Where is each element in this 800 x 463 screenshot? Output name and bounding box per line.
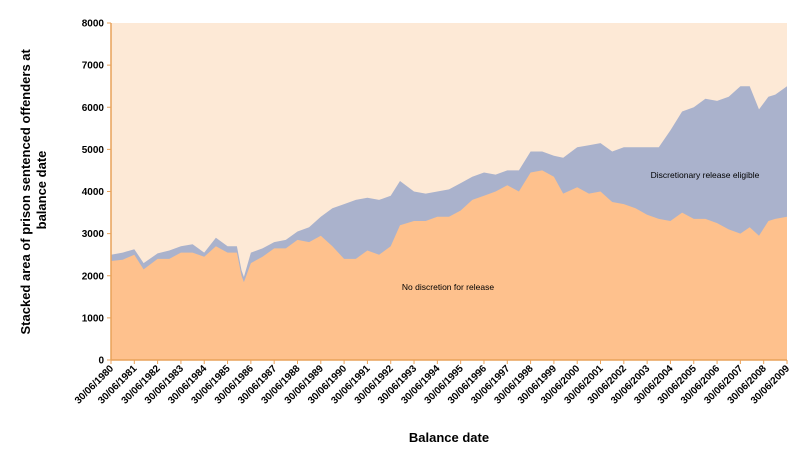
annotation-no-discretion: No discretion for release [402, 282, 494, 292]
y-tick-label: 5000 [82, 145, 105, 156]
y-tick-label: 7000 [82, 61, 105, 72]
y-tick-label: 0 [98, 356, 104, 367]
y-tick-label: 6000 [82, 103, 105, 114]
y-axis-title: Stacked area of prison sentenced offende… [18, 46, 49, 335]
y-axis: 0 1000 2000 3000 4000 5000 6000 7000 8000 [82, 19, 112, 367]
x-axis-title: Balance date [409, 430, 489, 445]
y-tick-label: 1000 [82, 313, 105, 324]
x-axis: 30/06/198030/06/198130/06/198230/06/1983… [73, 359, 792, 407]
y-tick-label: 2000 [82, 271, 105, 282]
y-axis-title-line-2: balance date [34, 151, 49, 230]
y-axis-title-line-1: Stacked area of prison sentenced offende… [18, 48, 33, 334]
y-tick-label: 3000 [82, 229, 105, 240]
y-tick-label: 8000 [82, 19, 105, 30]
annotation-discretionary: Discretionary release eligible [651, 170, 760, 180]
area-no-discretion-for-release [111, 170, 787, 360]
y-tick-label: 4000 [82, 187, 105, 198]
